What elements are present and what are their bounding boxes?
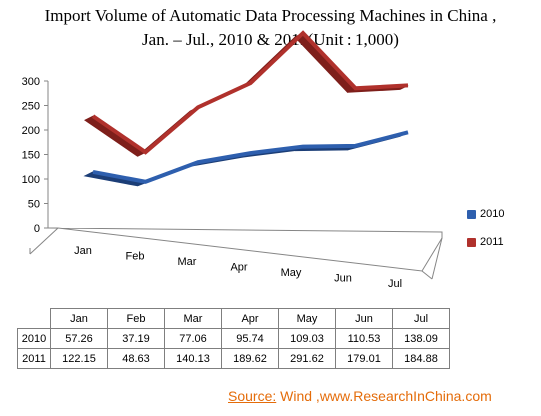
source-text: Wind ,www.ResearchInChina.com	[280, 388, 492, 404]
front-left-edge	[29, 227, 59, 255]
chart-legend: 2010 2011	[467, 205, 504, 261]
x-tick-label: Mar	[178, 256, 197, 268]
chart-title: Import Volume of Automatic Data Processi…	[0, 4, 541, 52]
legend-label-2011: 2011	[480, 236, 504, 248]
source-label: Source:	[228, 388, 277, 404]
x-tick-label: Feb	[126, 251, 145, 263]
legend-swatch-2011	[467, 237, 476, 247]
table-header-row: Jan Feb Mar Apr May Jun Jul	[17, 308, 450, 329]
x-tick-label: Jul	[388, 278, 402, 290]
table-header-cell: Jan	[50, 308, 108, 329]
table-header-cell: Apr	[221, 308, 279, 329]
table-cell: 189.62	[221, 348, 279, 369]
series-line-2011	[91, 30, 409, 155]
table-header-cell: Jun	[335, 308, 393, 329]
y-axis-ticks: 0 50 100 150 200 250 300	[22, 76, 48, 235]
chart-title-line-2: Jan. – Jul., 2010 & 2011(Unit : 1,000)	[142, 30, 399, 49]
y-tick-label: 250	[22, 101, 40, 113]
table-header-cell: Jul	[392, 308, 450, 329]
series-line-2010	[92, 130, 409, 184]
legend-item-2010: 2010	[467, 205, 504, 223]
table-cell: 77.06	[164, 328, 222, 349]
x-tick-label: Jun	[334, 273, 352, 285]
ribbon-segment-2011	[84, 115, 147, 157]
y-tick-label: 50	[28, 199, 40, 211]
table-header-cell: May	[278, 308, 336, 329]
table-row-label: 2011	[17, 348, 51, 369]
x-tick-label: Jan	[74, 245, 92, 257]
y-tick-label: 150	[22, 150, 40, 162]
ribbon-segment-2011	[294, 32, 357, 93]
series-2010	[83, 130, 409, 187]
x-tick-label: May	[281, 267, 302, 279]
table-row-2011: 2011 122.15 48.63 140.13 189.62 291.62 1…	[17, 348, 450, 369]
table-cell: 291.62	[278, 348, 336, 369]
legend-swatch-2010	[467, 209, 476, 219]
y-tick-label: 0	[34, 223, 40, 235]
table-corner	[17, 308, 51, 329]
table-cell: 122.15	[50, 348, 108, 369]
table-cell: 109.03	[278, 328, 336, 349]
y-tick-label: 100	[22, 174, 40, 186]
table-row-2010: 2010 57.26 37.19 77.06 95.74 109.03 110.…	[17, 328, 450, 349]
x-axis-ticks: Jan Feb Mar Apr May Jun Jul	[74, 245, 402, 290]
table-cell: 37.19	[107, 328, 165, 349]
table-cell: 179.01	[335, 348, 393, 369]
floor-plane	[47, 227, 443, 272]
legend-label-2010: 2010	[480, 208, 505, 220]
table-header-cell: Mar	[164, 308, 222, 329]
table-cell: 138.09	[392, 328, 450, 349]
table-cell: 95.74	[221, 328, 279, 349]
table-cell: 184.88	[392, 348, 450, 369]
table-cell: 110.53	[335, 328, 393, 349]
chart-title-line-1: Import Volume of Automatic Data Processi…	[44, 6, 497, 25]
series-2011	[84, 30, 409, 157]
chart-plot: 0 50 100 150 200 250 300 Jan Feb Mar Apr May Jun Jul	[22, 30, 443, 290]
y-tick-label: 200	[22, 125, 40, 137]
x-tick-label: Apr	[230, 262, 247, 274]
y-tick-label: 300	[22, 76, 40, 88]
table-cell: 48.63	[107, 348, 165, 369]
legend-item-2011: 2011	[467, 233, 504, 251]
table-cell: 140.13	[164, 348, 222, 369]
table-cell: 57.26	[50, 328, 108, 349]
right-wall-edge	[431, 237, 443, 280]
table-row-label: 2010	[17, 328, 51, 349]
data-table: Jan Feb Mar Apr May Jun Jul 2010 57.26 3…	[17, 308, 450, 369]
front-right-edge	[421, 270, 433, 280]
source-note: Source: Wind ,www.ResearchInChina.com	[228, 388, 492, 404]
table-header-cell: Feb	[107, 308, 165, 329]
